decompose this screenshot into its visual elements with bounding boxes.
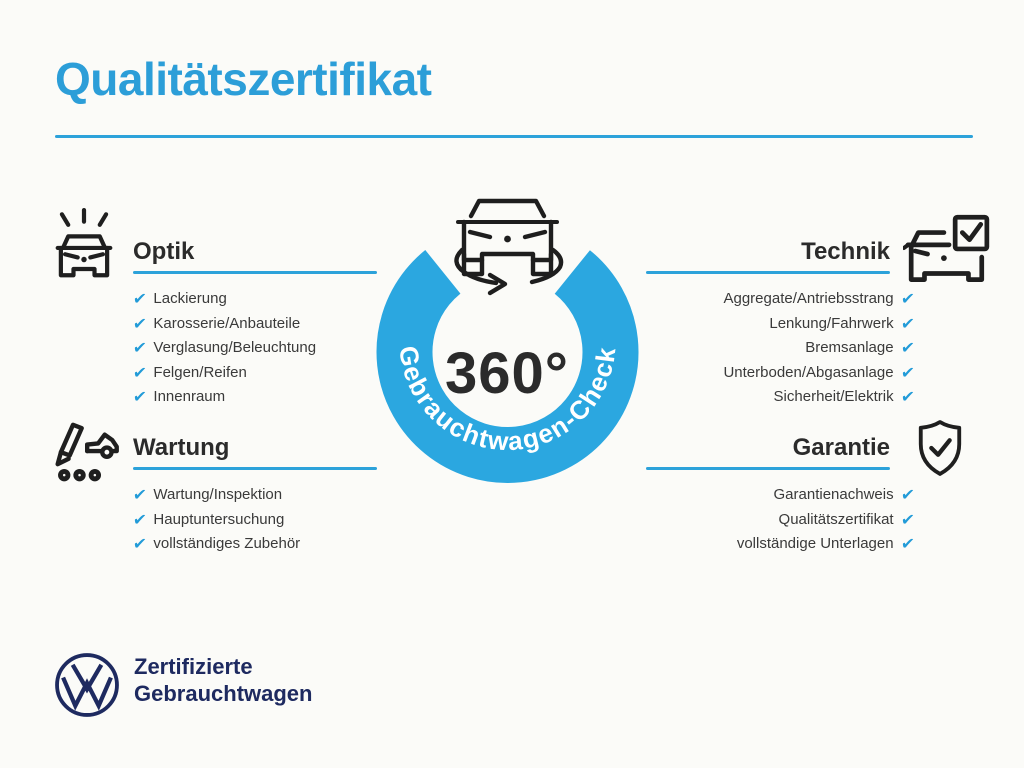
title-divider xyxy=(55,135,973,138)
checklist-item: Sicherheit/Elektrik ✔ xyxy=(646,385,916,410)
checklist-item: Qualitätszertifikat ✔ xyxy=(646,508,916,533)
check-icon: ✔ xyxy=(132,313,148,333)
checklist-garantie: Garantienachweis ✔ Qualitätszertifikat ✔ vol… xyxy=(646,483,916,557)
section-underline xyxy=(133,271,377,274)
checklist-item-label: Felgen/Reifen xyxy=(153,363,247,381)
check-icon: ✔ xyxy=(132,387,148,407)
check-icon: ✔ xyxy=(899,362,916,382)
section-title-garantie: Garantie xyxy=(792,434,890,461)
checklist-item: ✔ Verglasung/Beleuchtung xyxy=(132,336,377,361)
page-title: Qualitätszertifikat xyxy=(55,53,432,105)
check-icon: ✔ xyxy=(899,313,916,333)
check-icon: ✔ xyxy=(132,338,148,358)
check-icon: ✔ xyxy=(132,534,148,554)
section-underline xyxy=(646,271,890,274)
section-title-optik: Optik xyxy=(133,238,195,265)
checklist-item-label: Verglasung/Beleuchtung xyxy=(153,339,317,357)
check-icon: ✔ xyxy=(899,485,916,504)
checklist-item: Aggregate/Antriebsstrang ✔ xyxy=(646,287,916,312)
check-icon: ✔ xyxy=(899,338,916,358)
shield-check-icon xyxy=(918,420,962,476)
checklist-item-label: Unterboden/Abgasanlage xyxy=(723,363,894,381)
checklist-item: Unterboden/Abgasanlage ✔ xyxy=(646,361,916,386)
check-icon: ✔ xyxy=(899,387,916,407)
check-icon: ✔ xyxy=(132,289,148,308)
checklist-optik: ✔ Lackierung ✔ Karosserie/Anbauteile ✔ Vergla… xyxy=(132,287,377,410)
ring-arc xyxy=(376,221,639,483)
checklist-item-label: Lackierung xyxy=(153,290,227,307)
checklist-item: ✔ Karosserie/Anbauteile xyxy=(132,312,377,337)
checklist-item: ✔ vollständiges Zubehör xyxy=(132,532,377,557)
section-underline xyxy=(133,467,377,470)
section-title-wartung: Wartung xyxy=(133,434,230,461)
checklist-item: Lenkung/Fahrwerk ✔ xyxy=(646,312,916,337)
checklist-item: Bremsanlage ✔ xyxy=(646,336,916,361)
vw-logo xyxy=(55,653,119,717)
section-optik: Optik ✔ Lackierung ✔ Karosserie/Anbauteile ✔… xyxy=(132,238,377,410)
checklist-item: vollständige Unterlagen ✔ xyxy=(646,532,916,557)
checklist-item: ✔ Lackierung xyxy=(132,287,377,312)
checklist-item: ✔ Innenraum xyxy=(132,385,377,410)
checklist-item-label: Innenraum xyxy=(153,388,226,406)
checklist-item-label: Lenkung/Fahrwerk xyxy=(769,314,894,332)
checklist-item-label: Bremsanlage xyxy=(805,339,894,357)
check-icon: ✔ xyxy=(132,509,148,529)
section-wartung: Wartung ✔ Wartung/Inspektion ✔ Hauptuntersu… xyxy=(132,434,377,557)
service-checklist-car-icon xyxy=(55,422,119,482)
check-icon: ✔ xyxy=(132,362,148,382)
car-checkbox-icon xyxy=(903,214,990,282)
checklist-item: ✔ Felgen/Reifen xyxy=(132,361,377,386)
check-icon: ✔ xyxy=(899,289,916,308)
checklist-item-label: vollständiges Zubehör xyxy=(153,535,301,553)
sparkling-car-icon xyxy=(55,208,113,278)
checklist-item-label: Garantienachweis xyxy=(773,486,894,503)
checklist-item-label: Karosserie/Anbauteile xyxy=(153,314,301,332)
checklist-item: Garantienachweis ✔ xyxy=(646,483,916,508)
checklist-item-label: vollständige Unterlagen xyxy=(736,535,894,553)
checklist-item: ✔ Hauptuntersuchung xyxy=(132,508,377,533)
check-icon: ✔ xyxy=(899,509,916,529)
checklist-technik: Aggregate/Antriebsstrang ✔ Lenkung/Fahrwer… xyxy=(646,287,916,410)
car-360-icon xyxy=(454,198,564,296)
hub-360-value: 360° xyxy=(445,341,569,406)
footer-brand-line1: Zertifizierte xyxy=(134,654,253,679)
checklist-wartung: ✔ Wartung/Inspektion ✔ Hauptuntersuchung ✔ vo… xyxy=(132,483,377,557)
footer-brand-text: Zertifizierte Gebrauchtwagen xyxy=(134,653,312,707)
section-underline xyxy=(646,467,890,470)
section-title-technik: Technik xyxy=(801,238,890,265)
checklist-item: ✔ Wartung/Inspektion xyxy=(132,483,377,508)
checklist-item-label: Aggregate/Antriebsstrang xyxy=(723,290,894,307)
check-icon: ✔ xyxy=(899,534,916,554)
checklist-item-label: Hauptuntersuchung xyxy=(153,510,285,528)
checklist-item-label: Sicherheit/Elektrik xyxy=(773,388,894,406)
check-icon: ✔ xyxy=(132,485,148,504)
checklist-item-label: Qualitätszertifikat xyxy=(778,510,894,528)
section-garantie: Garantie Garantienachweis ✔ Qualitätszerti… xyxy=(646,434,915,557)
footer-brand-line2: Gebrauchtwagen xyxy=(134,681,313,706)
section-technik: Technik Aggregate/Antriebsstrang ✔ Lenkung… xyxy=(646,238,915,410)
hub-360-ring: Gebrauchtwagen-Check xyxy=(376,198,639,483)
checklist-item-label: Wartung/Inspektion xyxy=(153,486,283,503)
